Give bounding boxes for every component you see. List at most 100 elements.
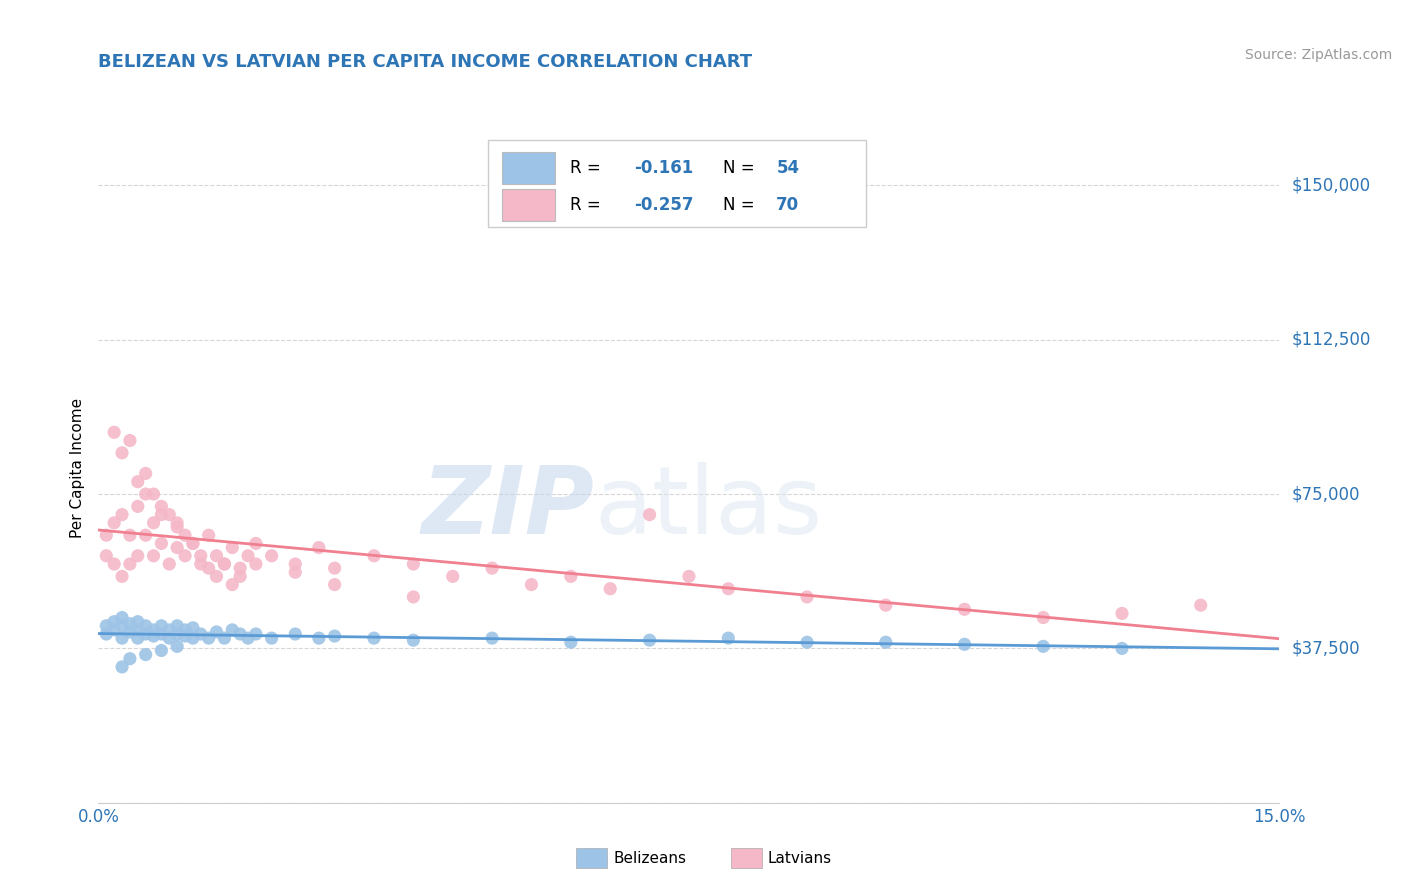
Point bbox=[96, 549, 118, 563]
Point bbox=[118, 651, 141, 665]
Point bbox=[157, 631, 180, 645]
Point bbox=[118, 434, 141, 448]
Point bbox=[166, 541, 188, 555]
Point bbox=[481, 631, 503, 645]
Point bbox=[717, 582, 740, 596]
Point bbox=[166, 627, 188, 641]
Point bbox=[402, 590, 425, 604]
Point bbox=[111, 610, 134, 624]
Point bbox=[1111, 641, 1133, 656]
Point bbox=[236, 631, 259, 645]
Point bbox=[135, 487, 157, 501]
Text: $150,000: $150,000 bbox=[1291, 177, 1371, 194]
Point bbox=[953, 602, 976, 616]
Point bbox=[441, 569, 464, 583]
Point bbox=[1189, 598, 1212, 612]
Point bbox=[181, 631, 204, 645]
Point bbox=[150, 643, 173, 657]
Text: Latvians: Latvians bbox=[768, 851, 832, 865]
Point bbox=[166, 520, 188, 534]
Point bbox=[308, 631, 330, 645]
Text: N =: N = bbox=[723, 195, 761, 214]
Text: 70: 70 bbox=[776, 195, 800, 214]
FancyBboxPatch shape bbox=[502, 152, 555, 184]
Point bbox=[214, 557, 236, 571]
Point bbox=[197, 528, 219, 542]
Point bbox=[142, 629, 165, 643]
Text: Source: ZipAtlas.com: Source: ZipAtlas.com bbox=[1244, 48, 1392, 62]
Point bbox=[875, 635, 897, 649]
FancyBboxPatch shape bbox=[488, 141, 866, 227]
Point bbox=[157, 508, 180, 522]
Y-axis label: Per Capita Income: Per Capita Income bbox=[70, 398, 86, 539]
Point bbox=[796, 590, 818, 604]
Point bbox=[111, 446, 134, 460]
Text: ZIP: ZIP bbox=[422, 462, 595, 555]
Text: atlas: atlas bbox=[595, 462, 823, 555]
Point bbox=[103, 623, 125, 637]
Point bbox=[127, 615, 149, 629]
Point bbox=[260, 549, 283, 563]
Text: -0.161: -0.161 bbox=[634, 159, 695, 177]
Point bbox=[150, 508, 173, 522]
Point bbox=[638, 633, 661, 648]
Point bbox=[142, 487, 165, 501]
Point bbox=[245, 627, 267, 641]
Point bbox=[103, 516, 125, 530]
Point bbox=[229, 627, 252, 641]
Point bbox=[560, 635, 582, 649]
Point bbox=[221, 577, 243, 591]
Point bbox=[174, 549, 197, 563]
Point bbox=[236, 549, 259, 563]
Point bbox=[221, 623, 243, 637]
Point bbox=[181, 621, 204, 635]
Point bbox=[135, 648, 157, 662]
Point bbox=[150, 500, 173, 514]
Point bbox=[284, 627, 307, 641]
Point bbox=[402, 557, 425, 571]
Point bbox=[308, 541, 330, 555]
Point bbox=[127, 475, 149, 489]
Point bbox=[953, 637, 976, 651]
Text: $75,000: $75,000 bbox=[1291, 485, 1360, 503]
Point bbox=[205, 569, 228, 583]
Point bbox=[197, 631, 219, 645]
Point bbox=[127, 500, 149, 514]
Point bbox=[150, 627, 173, 641]
Point bbox=[181, 536, 204, 550]
Point bbox=[96, 619, 118, 633]
FancyBboxPatch shape bbox=[502, 189, 555, 221]
Point bbox=[118, 616, 141, 631]
Point bbox=[157, 557, 180, 571]
Point bbox=[135, 467, 157, 481]
Point bbox=[638, 508, 661, 522]
Point bbox=[363, 631, 385, 645]
Point bbox=[363, 549, 385, 563]
Point bbox=[174, 623, 197, 637]
Point bbox=[214, 557, 236, 571]
Point bbox=[323, 577, 346, 591]
Point bbox=[1111, 607, 1133, 621]
Point bbox=[181, 536, 204, 550]
Point bbox=[520, 577, 543, 591]
Point bbox=[150, 536, 173, 550]
Point bbox=[96, 528, 118, 542]
Point bbox=[229, 561, 252, 575]
Point bbox=[118, 557, 141, 571]
Point bbox=[190, 549, 212, 563]
Point bbox=[197, 561, 219, 575]
Point bbox=[678, 569, 700, 583]
Point bbox=[111, 569, 134, 583]
Point bbox=[717, 631, 740, 645]
Point bbox=[118, 624, 141, 639]
Text: $112,500: $112,500 bbox=[1291, 331, 1371, 349]
Point bbox=[96, 627, 118, 641]
Point bbox=[260, 631, 283, 645]
Point bbox=[205, 549, 228, 563]
Point bbox=[135, 619, 157, 633]
Point bbox=[214, 631, 236, 645]
Point bbox=[142, 516, 165, 530]
Point bbox=[1032, 640, 1054, 654]
Point bbox=[135, 528, 157, 542]
Point bbox=[481, 561, 503, 575]
